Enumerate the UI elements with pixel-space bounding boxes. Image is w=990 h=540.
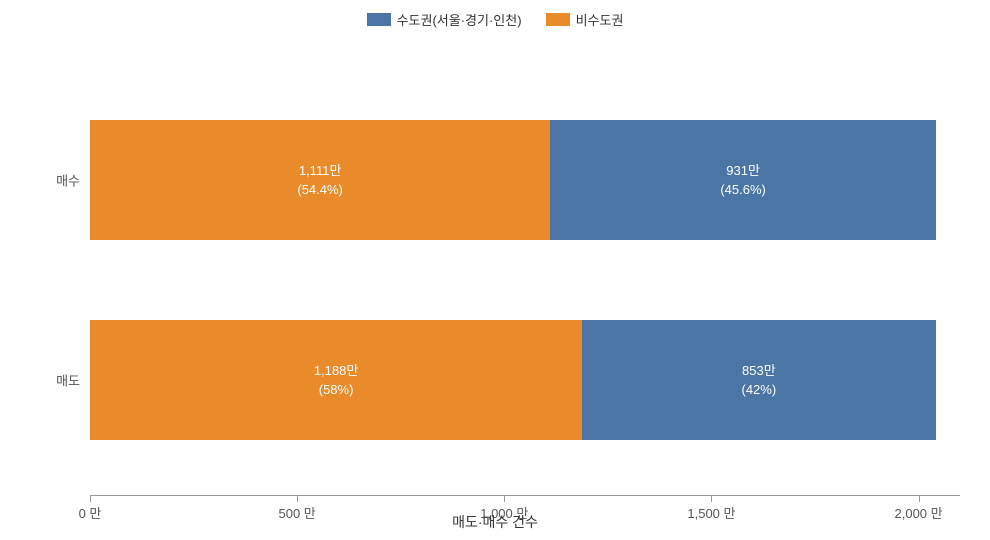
legend-item-nonmetro: 비수도권 — [546, 10, 624, 29]
legend-swatch-nonmetro — [546, 13, 570, 26]
bar-pct-buy-nonmetro: (54.4%) — [297, 180, 343, 200]
x-tick — [919, 496, 920, 502]
legend-label-nonmetro: 비수도권 — [576, 10, 624, 29]
legend-item-metro: 수도권(서울·경기·인천) — [367, 10, 522, 29]
y-label-buy: 매수 — [40, 171, 80, 190]
bar-segment-sell-metro: 853만 (42%) — [582, 320, 935, 440]
x-axis-title: 매도·매수 건수 — [0, 512, 990, 532]
legend-label-metro: 수도권(서울·경기·인천) — [397, 10, 522, 29]
bar-segment-sell-nonmetro: 1,188만 (58%) — [90, 320, 582, 440]
plot-area: 매수 매도 1,111만 (54.4%) 931만 (45.6%) 1,188만… — [90, 50, 960, 480]
bar-value-buy-nonmetro: 1,111만 — [299, 161, 342, 181]
bar-pct-buy-metro: (45.6%) — [720, 180, 766, 200]
bar-value-buy-metro: 931만 — [726, 161, 760, 181]
y-label-sell: 매도 — [40, 371, 80, 390]
bar-row-sell: 1,188만 (58%) 853만 (42%) — [90, 320, 960, 440]
x-tick — [504, 496, 505, 502]
x-axis: 0 만 500 만 1,000 만 1,500 만 2,000 만 — [90, 495, 960, 496]
bar-row-buy: 1,111만 (54.4%) 931만 (45.6%) — [90, 120, 960, 240]
chart-container: 수도권(서울·경기·인천) 비수도권 매수 매도 1,111만 (54.4%) … — [0, 0, 990, 540]
bar-pct-sell-nonmetro: (58%) — [319, 380, 354, 400]
bar-value-sell-nonmetro: 1,188만 — [314, 361, 359, 381]
legend: 수도권(서울·경기·인천) 비수도권 — [0, 10, 990, 29]
bar-segment-buy-metro: 931만 (45.6%) — [550, 120, 936, 240]
x-tick — [90, 496, 91, 502]
bar-pct-sell-metro: (42%) — [742, 380, 777, 400]
x-tick — [711, 496, 712, 502]
bar-segment-buy-nonmetro: 1,111만 (54.4%) — [90, 120, 550, 240]
x-tick — [297, 496, 298, 502]
legend-swatch-metro — [367, 13, 391, 26]
bar-value-sell-metro: 853만 — [742, 361, 776, 381]
